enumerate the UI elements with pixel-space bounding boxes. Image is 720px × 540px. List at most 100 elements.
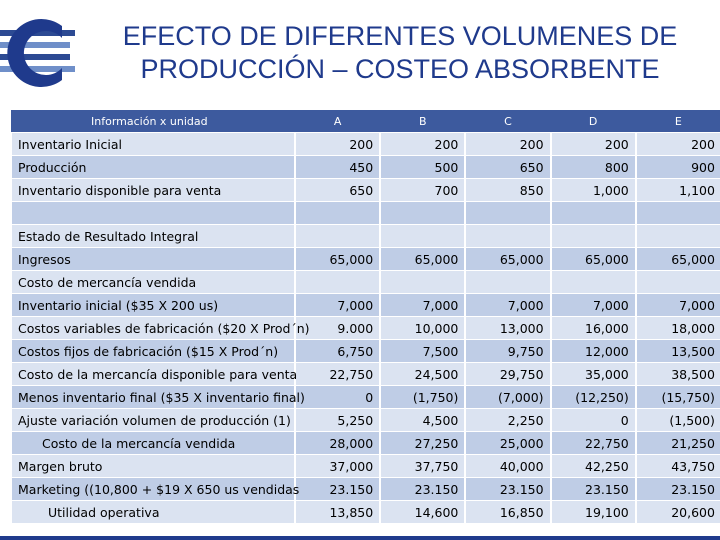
row-label: Ajuste variación volumen de producción (… — [10, 408, 295, 432]
cell-value: 65,000 — [549, 247, 636, 271]
cell-value: 24,500 — [379, 362, 466, 386]
cell-value: 200 — [634, 132, 720, 156]
cell-value: 42,250 — [549, 454, 636, 478]
cell-value: 7,500 — [379, 339, 466, 363]
cell-value: 23.150 — [549, 477, 636, 501]
cell-value: 650 — [293, 178, 381, 202]
row-label — [10, 201, 295, 225]
row-label: Menos inventario final ($35 X inventario… — [10, 385, 305, 409]
table-row: Costo de la mercancía vendida 28,000 27,… — [10, 431, 720, 455]
table-row: Margen bruto 37,000 37,750 40,000 42,250… — [10, 454, 720, 478]
cell-value: 700 — [379, 178, 466, 202]
cell-value: 23.150 — [379, 477, 466, 501]
cell-value: 4,500 — [379, 408, 466, 432]
cost-table: Información x unidad A B C D E Inventari… — [10, 110, 720, 523]
table-row: Ajuste variación volumen de producción (… — [10, 408, 720, 432]
cell-value: 13,850 — [293, 500, 381, 523]
cell-value: 650 — [464, 155, 551, 179]
table-row: Inventario Inicial 200 200 200 200 200 — [10, 132, 720, 156]
cell-value: 7,000 — [379, 293, 466, 317]
cell-value: 2,250 — [464, 408, 551, 432]
cell-value: 35,000 — [549, 362, 636, 386]
cell-value: 20,600 — [634, 500, 720, 523]
column-header: D — [550, 110, 636, 133]
row-label: Costos fijos de fabricación ($15 X Prod´… — [10, 339, 295, 363]
cell-value — [634, 270, 720, 294]
row-label: Utilidad operativa — [10, 500, 295, 523]
cell-value: 200 — [549, 132, 636, 156]
table-row: Costos variables de fabricación ($20 X P… — [10, 316, 720, 340]
row-label: Inventario inicial ($35 X 200 us) — [10, 293, 295, 317]
row-label: Inventario disponible para venta — [10, 178, 295, 202]
cell-value — [379, 201, 466, 225]
cell-value: 1,000 — [549, 178, 636, 202]
cell-value: (7,000) — [464, 385, 551, 409]
column-header: A — [295, 110, 381, 133]
column-header: Información x unidad — [11, 110, 295, 133]
cell-value: 200 — [464, 132, 551, 156]
table-row: Producción 450 500 650 800 900 — [10, 155, 720, 179]
cell-value: 16,850 — [464, 500, 551, 523]
table-row: Utilidad operativa 13,850 14,600 16,850 … — [10, 500, 720, 523]
cell-value — [634, 224, 720, 248]
cell-value: 900 — [634, 155, 720, 179]
cell-value: (1,750) — [379, 385, 466, 409]
table-row: Marketing ((10,800 + $19 X 650 us vendid… — [10, 477, 720, 501]
cell-value: 21,250 — [634, 431, 720, 455]
slide-title-line2: PRODUCCIÓN – COSTEO ABSORBENTE — [140, 54, 660, 84]
row-label: Producción — [10, 155, 295, 179]
cell-value: 6,750 — [293, 339, 381, 363]
cell-value: 5,250 — [293, 408, 381, 432]
logo-c-shape — [7, 19, 63, 88]
cell-value: 23.150 — [293, 477, 381, 501]
cell-value: 29,750 — [464, 362, 551, 386]
cell-value: 0 — [549, 408, 636, 432]
table-header-row: Información x unidad A B C D E — [11, 110, 720, 133]
cell-value: 7,000 — [293, 293, 381, 317]
cell-value: 38,500 — [634, 362, 720, 386]
cell-value: 65,000 — [464, 247, 551, 271]
bottom-accent-bar — [0, 536, 720, 540]
row-label: Costo de la mercancía disponible para ve… — [10, 362, 297, 386]
cell-value — [549, 224, 636, 248]
table-row: Costo de mercancía vendida — [10, 270, 720, 294]
table-row: Ingresos 65,000 65,000 65,000 65,000 65,… — [10, 247, 720, 271]
table-row: Costos fijos de fabricación ($15 X Prod´… — [10, 339, 720, 363]
cell-value — [379, 270, 466, 294]
row-label: Estado de Resultado Integral — [10, 224, 295, 248]
cell-value — [549, 201, 636, 225]
cell-value: 28,000 — [293, 431, 381, 455]
cell-value: 40,000 — [464, 454, 551, 478]
row-label: Costo de mercancía vendida — [10, 270, 295, 294]
row-label: Ingresos — [10, 247, 295, 271]
cell-value — [379, 224, 466, 248]
cell-value: 7,000 — [549, 293, 636, 317]
cell-value: 200 — [379, 132, 466, 156]
row-label: Inventario Inicial — [10, 132, 295, 156]
column-header: B — [380, 110, 466, 133]
cell-value: 1,100 — [634, 178, 720, 202]
cell-value — [293, 201, 381, 225]
logo-stripe — [0, 30, 75, 36]
logo-stripe — [0, 54, 70, 60]
cell-value: 850 — [464, 178, 551, 202]
cell-value: 37,000 — [293, 454, 381, 478]
column-header: C — [465, 110, 551, 133]
cell-value: 9,750 — [464, 339, 551, 363]
cell-value: 500 — [379, 155, 466, 179]
logo-stripe — [0, 42, 70, 48]
cell-value — [293, 270, 381, 294]
row-label: Costos variables de fabricación ($20 X P… — [10, 316, 310, 340]
cell-value: 200 — [293, 132, 381, 156]
cell-value: 9.000 — [293, 316, 381, 340]
row-label: Marketing ((10,800 + $19 X 650 us vendid… — [10, 477, 299, 501]
cell-value: 0 — [293, 385, 381, 409]
row-label: Costo de la mercancía vendida — [10, 431, 295, 455]
cell-value — [634, 201, 720, 225]
cell-value: (12,250) — [549, 385, 636, 409]
cell-value: 25,000 — [464, 431, 551, 455]
cell-value: 12,000 — [549, 339, 636, 363]
cell-value: 800 — [549, 155, 636, 179]
cell-value: (15,750) — [634, 385, 720, 409]
cell-value: 10,000 — [379, 316, 466, 340]
